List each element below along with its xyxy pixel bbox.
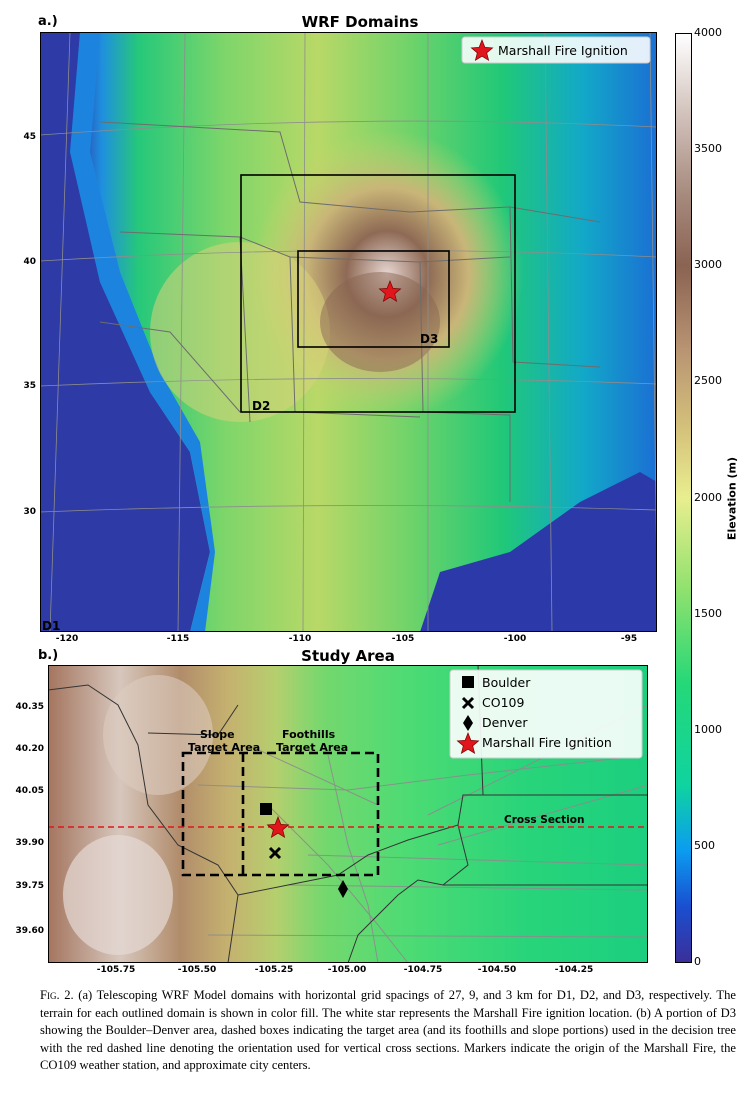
a-lon-tick-120: -120 <box>55 634 79 644</box>
cb-tick-2000: 2000 <box>694 491 722 504</box>
cb-tick-4000: 4000 <box>694 26 722 39</box>
b-lon-tick-104-25: -104.25 <box>554 965 594 975</box>
wrf-domains-map: D1 D2 D3 Marshall Fire Ignition <box>40 32 657 632</box>
denver-marker-icon <box>338 880 348 898</box>
b-lat-tick-40-35: 40.35 <box>15 702 44 712</box>
cb-tick-1500: 1500 <box>694 607 722 620</box>
a-lon-tick-95: -95 <box>620 634 638 644</box>
b-lat-tick-40-20: 40.20 <box>15 744 44 754</box>
a-lat-tick-35: 35 <box>23 381 36 391</box>
legend-marshall-ignition-b: Marshall Fire Ignition <box>482 735 612 750</box>
b-lon-tick-105-25: -105.25 <box>254 965 294 975</box>
a-lon-tick-115: -115 <box>166 634 190 644</box>
legend-boulder: Boulder <box>482 675 531 690</box>
boulder-marker-icon <box>260 803 272 815</box>
panel-b-label: b.) <box>38 648 59 663</box>
co109-marker-icon <box>268 846 282 860</box>
b-lat-tick-40-05: 40.05 <box>15 786 44 796</box>
slope-label-line2: Target Area <box>188 741 260 754</box>
cb-tick-2500: 2500 <box>694 374 722 387</box>
a-lon-tick-110: -110 <box>288 634 312 644</box>
b-lat-tick-39-90: 39.90 <box>15 838 44 848</box>
panel-a-label: a.) <box>38 14 58 29</box>
slope-label-line1: Slope <box>200 728 235 741</box>
cb-tick-0: 0 <box>694 955 701 968</box>
b-lon-tick-104-50: -104.50 <box>477 965 517 975</box>
a-lat-tick-40: 40 <box>23 257 36 267</box>
b-lat-tick-39-75: 39.75 <box>15 881 44 891</box>
cross-section-label: Cross Section <box>504 814 584 826</box>
figure-label: Fig. 2. <box>40 988 74 1002</box>
cb-tick-500: 500 <box>694 839 715 852</box>
domain-d3-box <box>297 250 450 348</box>
legend-co109: CO109 <box>482 695 524 710</box>
cb-tick-3000: 3000 <box>694 258 722 271</box>
a-lat-tick-30: 30 <box>23 507 36 517</box>
figure-caption: Fig. 2. (a) Telescoping WRF Model domain… <box>40 987 736 1075</box>
cb-tick-1000: 1000 <box>694 723 722 736</box>
panel-b-legend: Boulder CO109 Denver Marshall Fire Ignit… <box>449 669 643 759</box>
b-lat-tick-39-60: 39.60 <box>15 926 44 936</box>
b-lon-tick-105-75: -105.75 <box>96 965 136 975</box>
a-lat-tick-45: 45 <box>23 132 36 142</box>
elevation-colorbar <box>675 33 692 963</box>
study-area-map: Slope Target Area Foothills Target Area … <box>48 665 648 963</box>
foothills-label-line1: Foothills <box>282 728 336 741</box>
b-lon-tick-105-50: -105.50 <box>177 965 217 975</box>
ignition-star-icon <box>378 280 402 303</box>
domain-d2-box <box>240 174 516 413</box>
caption-text: (a) Telescoping WRF Model domains with h… <box>40 988 736 1072</box>
domain-label-d2: D2 <box>252 399 270 413</box>
panel-a-legend: Marshall Fire Ignition <box>461 36 651 64</box>
domain-label-d3: D3 <box>420 332 438 346</box>
a-lon-tick-105: -105 <box>391 634 415 644</box>
panel-a-title: WRF Domains <box>301 13 419 31</box>
b-lon-tick-104-75: -104.75 <box>403 965 443 975</box>
marshall-ignition-star-icon <box>266 816 290 839</box>
cb-tick-3500: 3500 <box>694 142 722 155</box>
legend-denver: Denver <box>482 715 528 730</box>
colorbar-label: Elevation (m) <box>725 456 739 541</box>
a-lon-tick-100: -100 <box>503 634 527 644</box>
b-lon-tick-105-00: -105.00 <box>327 965 367 975</box>
panel-b-title: Study Area <box>301 647 395 665</box>
target-area-box <box>181 751 380 877</box>
legend-marshall-ignition: Marshall Fire Ignition <box>498 43 628 58</box>
foothills-label-line2: Target Area <box>276 741 348 754</box>
domain-label-d1: D1 <box>42 619 60 632</box>
